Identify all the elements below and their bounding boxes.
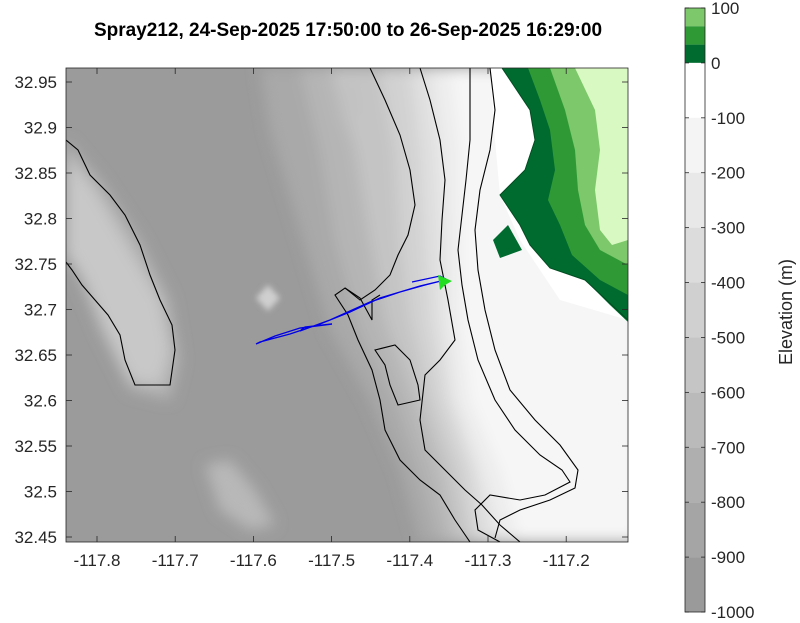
map-frame bbox=[65, 67, 629, 543]
y-tick-label: 32.95 bbox=[14, 73, 57, 92]
colorbar-tick-label: -900 bbox=[711, 548, 745, 567]
y-tick-label: 32.75 bbox=[14, 255, 57, 274]
x-tick-label: -117.8 bbox=[74, 551, 121, 570]
y-tick-label: 32.8 bbox=[24, 210, 57, 229]
colorbar-band bbox=[685, 392, 705, 448]
y-tick-label: 32.6 bbox=[24, 392, 57, 411]
colorbar-band bbox=[685, 172, 705, 228]
colorbar-tick-label: -100 bbox=[711, 109, 745, 128]
colorbar-band bbox=[685, 557, 705, 612]
colorbar-tick-label: -800 bbox=[711, 493, 745, 512]
y-tick-label: 32.7 bbox=[24, 301, 57, 320]
land bbox=[490, 68, 628, 322]
map-title: Spray212, 24-Sep-2025 17:50:00 to 26-Sep… bbox=[94, 20, 602, 41]
colorbar-frame bbox=[684, 7, 706, 613]
track-end-marker bbox=[438, 275, 452, 290]
colorbar-band bbox=[685, 227, 705, 283]
colorbar-band bbox=[685, 8, 705, 27]
bathymetry-map bbox=[66, 68, 628, 542]
colorbar-tick-label: -200 bbox=[711, 164, 745, 183]
x-tick-label: -117.4 bbox=[386, 551, 433, 570]
colorbar-band bbox=[685, 117, 705, 173]
small-knoll bbox=[256, 285, 280, 311]
y-tick-label: 32.65 bbox=[14, 346, 57, 365]
colorbar-band bbox=[685, 502, 705, 558]
x-tick-label: -117.7 bbox=[152, 551, 199, 570]
colorbar-band bbox=[685, 282, 705, 338]
x-tick-label: -117.3 bbox=[465, 551, 512, 570]
colorbar-band bbox=[685, 62, 705, 118]
y-tick-label: 32.85 bbox=[14, 164, 57, 183]
colorbar-tick-label: -400 bbox=[711, 274, 745, 293]
y-tick-label: 32.55 bbox=[14, 437, 57, 456]
colorbar-tick-label: -300 bbox=[711, 219, 745, 238]
y-tick-label: 32.45 bbox=[14, 528, 57, 547]
colorbar-band bbox=[685, 337, 705, 393]
x-axis: -117.8 -117.7 -117.6 -117.5 -117.4 -117.3 -117… bbox=[74, 68, 590, 570]
colorbar-tick-label: -500 bbox=[711, 328, 745, 347]
y-tick-label: 32.5 bbox=[24, 483, 57, 502]
colorbar-band bbox=[685, 44, 705, 63]
colorbar: 100 0 -100 -200 -300 -400 -500 -600 -700 -800 -900… bbox=[684, 0, 796, 622]
glider-track bbox=[255, 275, 452, 345]
colorbar-tick-label: -700 bbox=[711, 438, 745, 457]
x-tick-label: -117.2 bbox=[543, 551, 590, 570]
colorbar-band bbox=[685, 447, 705, 503]
colorbar-tick-label: 0 bbox=[711, 54, 720, 73]
contours bbox=[66, 68, 579, 542]
colorbar-tick-label: -600 bbox=[711, 383, 745, 402]
colorbar-band bbox=[685, 26, 705, 45]
y-tick-label: 32.9 bbox=[24, 119, 57, 138]
x-tick-label: -117.5 bbox=[308, 551, 355, 570]
colorbar-tick-label: -1000 bbox=[711, 603, 754, 622]
x-tick-label: -117.6 bbox=[230, 551, 277, 570]
y-axis: 32.95 32.9 32.85 32.8 32.75 32.7 32.65 32.6 32.5… bbox=[14, 73, 628, 547]
colorbar-label: Elevation (m) bbox=[776, 259, 796, 365]
colorbar-tick-label: 100 bbox=[711, 0, 739, 18]
